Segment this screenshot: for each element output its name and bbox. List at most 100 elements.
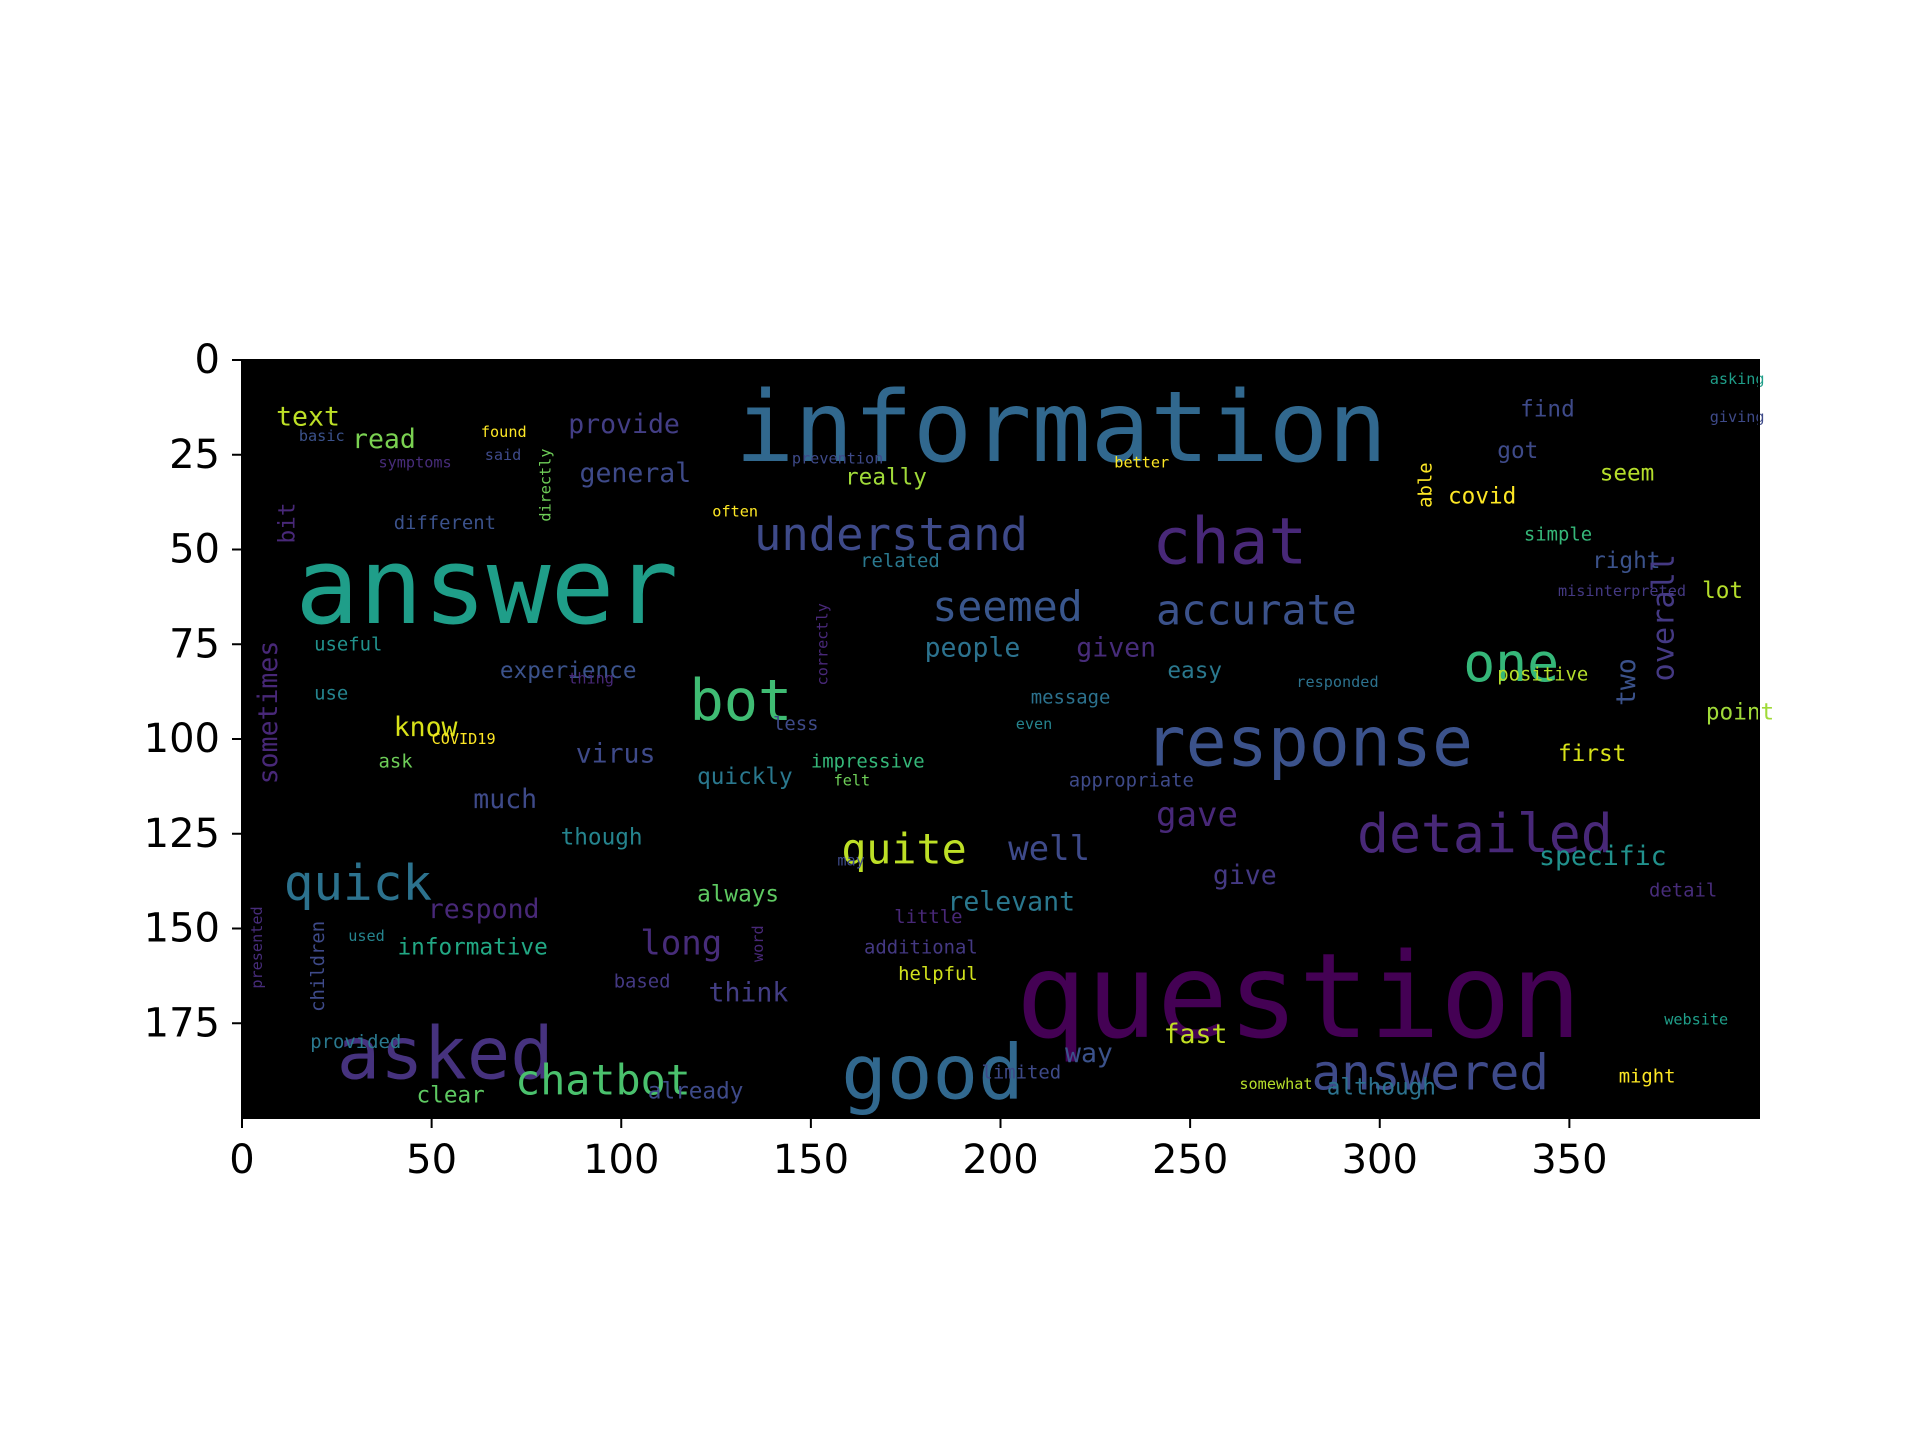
word-covid: covid xyxy=(1448,483,1516,509)
word-additional: additional xyxy=(864,937,978,959)
word-chat: chat xyxy=(1152,504,1307,579)
word-specific: specific xyxy=(1539,841,1667,872)
word-covid19: COVID19 xyxy=(432,730,496,748)
word-website: website xyxy=(1664,1011,1728,1029)
word-use: use xyxy=(314,683,348,705)
word-thing: thing xyxy=(568,669,614,687)
word-way: way xyxy=(1065,1038,1113,1069)
word-found: found xyxy=(481,423,527,441)
word-children: children xyxy=(307,921,329,1012)
word-always: always xyxy=(697,881,779,907)
word-might: might xyxy=(1619,1065,1676,1087)
word-seemed: seemed xyxy=(932,582,1083,631)
word-find: find xyxy=(1520,396,1575,422)
word-able: able xyxy=(1414,462,1436,508)
word-bit: bit xyxy=(275,503,301,544)
word-accurate: accurate xyxy=(1156,586,1357,635)
word-provided: provided xyxy=(310,1031,401,1053)
word-people: people xyxy=(925,633,1021,664)
word-even: even xyxy=(1016,715,1053,733)
word-may: may xyxy=(837,851,864,869)
word-ask: ask xyxy=(379,751,414,773)
word-easy: easy xyxy=(1167,658,1222,684)
word-useful: useful xyxy=(314,633,382,655)
word-overall: overall xyxy=(1647,554,1682,682)
word-simple: simple xyxy=(1524,523,1592,545)
word-positive: positive xyxy=(1497,664,1588,686)
word-quick: quick xyxy=(284,854,432,912)
word-long: long xyxy=(640,924,722,964)
word-one: one xyxy=(1463,632,1559,694)
plot-background xyxy=(242,360,1759,1118)
x-tick-label: 0 xyxy=(229,1137,254,1183)
word-somewhat: somewhat xyxy=(1239,1075,1312,1093)
word-misinterpreted: misinterpreted xyxy=(1558,582,1686,600)
word-experience: experience xyxy=(500,658,637,684)
x-tick-label: 300 xyxy=(1342,1137,1418,1183)
word-presented: presented xyxy=(248,906,266,988)
x-tick-label: 50 xyxy=(406,1137,457,1183)
word-helpful: helpful xyxy=(898,963,978,985)
word-little: little xyxy=(894,906,962,928)
word-said: said xyxy=(485,446,522,464)
x-tick-label: 350 xyxy=(1531,1137,1607,1183)
word-chatbot: chatbot xyxy=(515,1056,691,1105)
plot-area: information answer question response chat ask… xyxy=(241,359,1774,1119)
word-given: given xyxy=(1076,633,1156,664)
word-sometimes: sometimes xyxy=(253,641,284,785)
word-read: read xyxy=(352,424,416,455)
word-already: already xyxy=(648,1079,744,1105)
word-fast: fast xyxy=(1164,1019,1228,1050)
y-axis: 0 25 50 75 100 125 150 175 xyxy=(144,337,242,1046)
word-correctly: correctly xyxy=(813,603,831,685)
y-tick-label: 0 xyxy=(195,337,220,383)
word-often: often xyxy=(712,503,758,521)
word-cloud-words: information answer question response chat ask… xyxy=(248,370,1774,1117)
y-tick-label: 100 xyxy=(144,716,220,762)
word-detail: detail xyxy=(1649,880,1717,902)
word-basic: basic xyxy=(299,427,345,445)
word-information: information xyxy=(735,371,1387,485)
word-although: although xyxy=(1327,1075,1436,1101)
x-axis: 0 50 100 150 200 250 300 350 xyxy=(229,1118,1608,1183)
word-quite: quite xyxy=(841,824,967,873)
word-impressive: impressive xyxy=(811,751,925,773)
word-related: related xyxy=(860,550,940,572)
word-right: right xyxy=(1592,548,1660,574)
word-felt: felt xyxy=(834,772,871,790)
word-relevant: relevant xyxy=(947,887,1075,918)
word-directly: directly xyxy=(536,449,554,522)
word-responded: responded xyxy=(1296,673,1378,691)
word-word: word xyxy=(749,925,767,962)
word-message: message xyxy=(1031,686,1111,708)
word-appropriate: appropriate xyxy=(1069,770,1194,792)
word-better: better xyxy=(1114,453,1169,471)
word-respond: respond xyxy=(428,894,540,925)
word-understand: understand xyxy=(754,508,1028,561)
y-tick-label: 75 xyxy=(169,621,220,667)
word-giving: giving xyxy=(1710,408,1765,426)
word-answer: answer xyxy=(295,526,678,649)
y-tick-label: 150 xyxy=(144,906,220,952)
word-question: question xyxy=(1016,928,1582,1065)
word-detailed: detailed xyxy=(1357,803,1613,865)
word-asked: asked xyxy=(337,1012,554,1096)
word-different: different xyxy=(394,512,496,534)
word-symptoms: symptoms xyxy=(379,453,452,471)
word-prevention: prevention xyxy=(792,450,883,468)
word-much: much xyxy=(473,784,537,815)
word-got: got xyxy=(1497,438,1538,464)
word-two: two xyxy=(1611,658,1642,706)
word-first: first xyxy=(1558,741,1626,767)
x-tick-label: 200 xyxy=(962,1137,1038,1183)
word-quickly: quickly xyxy=(697,764,793,790)
x-tick-label: 100 xyxy=(583,1137,659,1183)
word-answered: answered xyxy=(1312,1044,1549,1102)
word-based: based xyxy=(614,971,671,993)
word-response: response xyxy=(1145,703,1473,782)
word-virus: virus xyxy=(576,739,656,770)
y-tick-label: 125 xyxy=(144,811,220,857)
word-point: point xyxy=(1706,700,1774,726)
word-asking: asking xyxy=(1710,370,1765,388)
word-good: good xyxy=(841,1029,1024,1117)
